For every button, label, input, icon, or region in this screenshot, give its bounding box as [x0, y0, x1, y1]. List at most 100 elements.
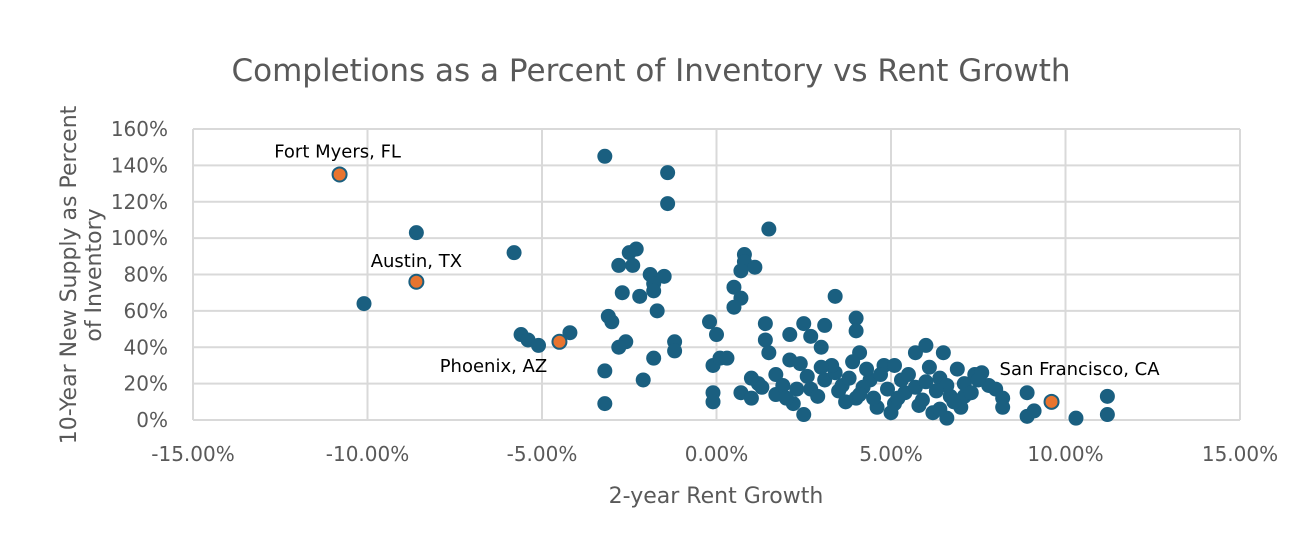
- point-annotation: Phoenix, AZ: [440, 356, 548, 377]
- data-point: [506, 245, 522, 261]
- point-annotation: San Francisco, CA: [1000, 359, 1161, 380]
- data-point: [918, 374, 934, 390]
- data-point: [949, 361, 965, 377]
- x-tick-label: 5.00%: [859, 442, 923, 466]
- y-tick-label: 20%: [124, 372, 168, 396]
- data-point: [614, 285, 630, 301]
- data-point: [611, 339, 627, 355]
- data-point: [799, 368, 815, 384]
- highlighted-point: [1043, 393, 1060, 410]
- data-point: [726, 299, 742, 315]
- y-axis-ticks: 0% 20% 40% 60% 80% 100% 120% 140% 160%: [111, 117, 168, 432]
- data-point: [747, 259, 763, 275]
- y-tick-label: 60%: [124, 299, 168, 323]
- data-point: [921, 359, 937, 375]
- point-annotation: Fort Myers, FL: [274, 141, 401, 162]
- data-point: [813, 359, 829, 375]
- data-point: [719, 350, 735, 366]
- data-point: [628, 241, 644, 257]
- data-point: [656, 268, 672, 284]
- data-point: [970, 372, 986, 388]
- y-axis-title: 10-Year New Supply as Percent of Invento…: [57, 105, 107, 444]
- data-points: [356, 148, 1115, 426]
- data-point: [841, 370, 857, 386]
- data-point: [646, 350, 662, 366]
- y-tick-label: 80%: [124, 263, 168, 287]
- point-annotation: Austin, TX: [371, 251, 462, 272]
- data-point: [775, 377, 791, 393]
- data-point: [1019, 385, 1035, 401]
- highlighted-point: [408, 273, 425, 290]
- data-point: [827, 288, 843, 304]
- y-tick-label: 100%: [111, 226, 168, 250]
- data-point: [733, 263, 749, 279]
- data-point: [848, 310, 864, 326]
- data-point: [562, 325, 578, 341]
- data-point: [817, 372, 833, 388]
- data-point: [660, 165, 676, 181]
- data-point: [890, 390, 906, 406]
- y-axis-title-line-1: 10-Year New Supply as Percent: [57, 105, 82, 444]
- data-point: [597, 148, 613, 164]
- data-point: [796, 316, 812, 332]
- x-tick-label: 15.00%: [1202, 442, 1278, 466]
- data-point: [702, 314, 718, 330]
- data-point: [778, 390, 794, 406]
- data-point: [757, 332, 773, 348]
- data-point: [900, 367, 916, 383]
- data-point: [597, 363, 613, 379]
- data-point: [604, 314, 620, 330]
- chart-title: Completions as a Percent of Inventory vs…: [232, 53, 1071, 89]
- data-point: [1068, 410, 1084, 426]
- data-point: [946, 394, 962, 410]
- x-tick-label: 10.00%: [1027, 442, 1103, 466]
- data-point: [883, 405, 899, 421]
- y-tick-label: 120%: [111, 190, 168, 214]
- data-point: [810, 388, 826, 404]
- data-point: [995, 399, 1011, 415]
- data-point: [866, 390, 882, 406]
- data-point: [880, 381, 896, 397]
- data-point: [597, 396, 613, 412]
- data-point: [632, 288, 648, 304]
- data-point: [803, 328, 819, 344]
- data-point: [705, 394, 721, 410]
- data-point: [743, 390, 759, 406]
- data-point: [963, 385, 979, 401]
- highlighted-points: Fort Myers, FL Austin, TX Phoenix, AZ San F…: [274, 141, 1161, 410]
- y-axis-title-line-2: of Inventory: [82, 208, 107, 341]
- x-tick-label: -10.00%: [326, 442, 409, 466]
- x-tick-label: -15.00%: [151, 442, 234, 466]
- x-tick-label: 0.00%: [685, 442, 749, 466]
- data-point: [709, 327, 724, 343]
- y-tick-label: 140%: [111, 153, 168, 177]
- x-tick-label: -5.00%: [507, 442, 578, 466]
- data-point: [625, 257, 641, 273]
- data-point: [907, 345, 923, 361]
- data-point: [848, 323, 864, 339]
- data-point: [768, 367, 784, 383]
- data-point: [796, 407, 812, 423]
- data-point: [859, 361, 875, 377]
- data-point: [792, 356, 808, 372]
- data-point: [845, 354, 861, 370]
- data-point: [932, 401, 948, 417]
- data-point: [852, 387, 868, 403]
- data-point: [935, 345, 951, 361]
- data-point: [611, 257, 627, 273]
- data-point: [646, 283, 662, 299]
- data-point: [1026, 403, 1042, 419]
- data-point: [761, 345, 777, 361]
- data-point: [649, 303, 665, 319]
- data-point: [928, 383, 944, 399]
- data-point: [886, 357, 902, 373]
- data-point: [761, 221, 777, 237]
- highlighted-point: [551, 333, 568, 350]
- data-point: [754, 379, 770, 395]
- data-point: [1099, 407, 1115, 423]
- data-point: [813, 339, 829, 355]
- x-axis-title: 2-year Rent Growth: [609, 484, 824, 509]
- data-point: [782, 327, 798, 343]
- data-point: [356, 296, 372, 312]
